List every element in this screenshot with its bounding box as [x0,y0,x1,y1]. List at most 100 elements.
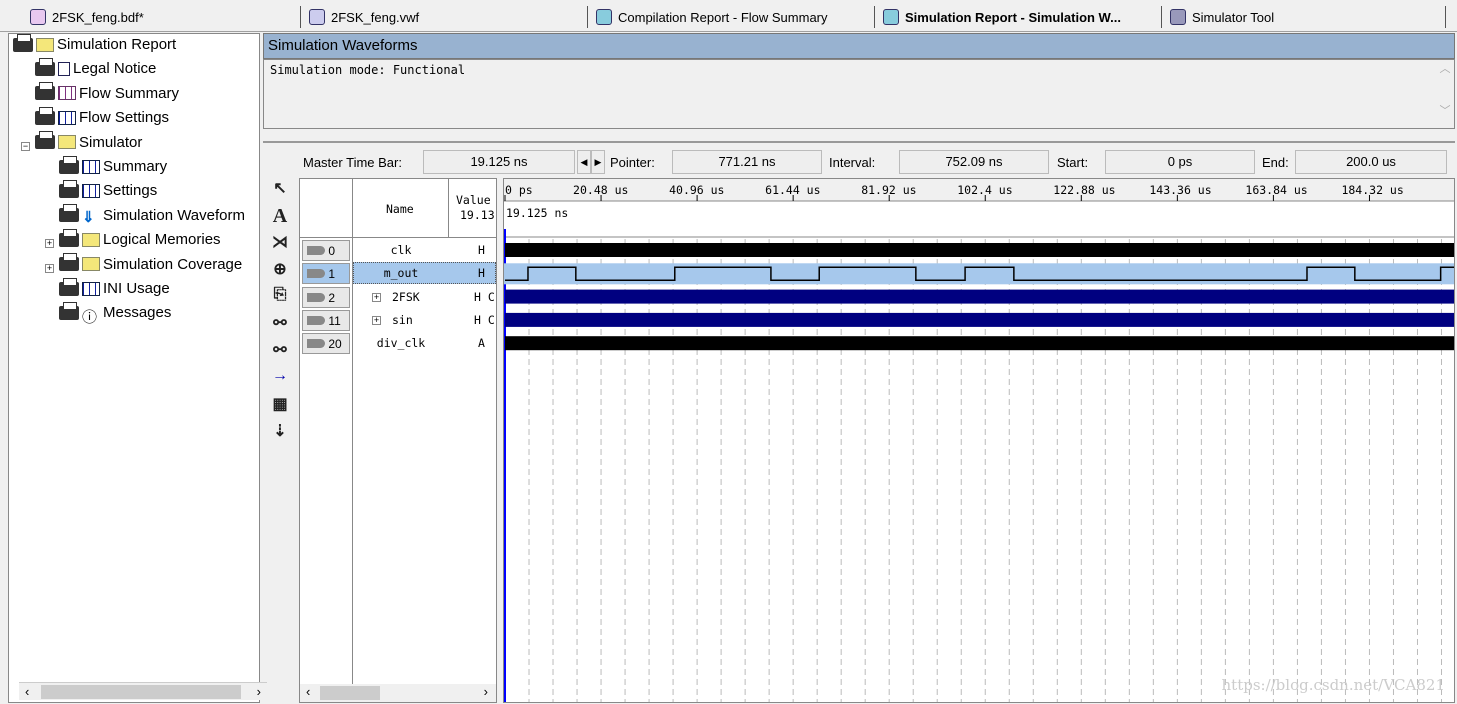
master-time-bar-field[interactable]: 19.125 ns [423,150,575,174]
arrow-right-icon[interactable]: → [272,367,288,384]
vertical-scrollbar[interactable]: ︿ ﹀ [1439,62,1451,117]
input-pin-icon [307,246,325,255]
tree-item-label: Simulation Coverage [103,255,243,273]
expand-icon[interactable]: + [45,262,54,273]
signal-row[interactable]: 11 + sin H C [300,309,496,332]
table-icon [82,281,100,296]
tree-item-flow-settings[interactable]: Flow Settings [35,106,169,126]
tree-item-label: INI Usage [103,280,170,297]
signal-index: 0 [328,244,336,258]
tree-item-simulation-waveform[interactable]: ⇓ Simulation Waveform [59,204,245,227]
value-column-header[interactable]: Value [456,193,491,207]
axis-tick-label: 0 ps [505,183,533,197]
scroll-left-icon[interactable]: ‹ [306,684,311,699]
report-icon [596,9,612,25]
tab-bdf[interactable]: 2FSK_feng.bdf* [22,6,144,28]
axis-tick-label: 102.4 us [957,183,1012,197]
tree-item-simulation-report[interactable]: Simulation Report [13,33,177,53]
tree-item-label: Flow Summary [79,84,180,102]
signal-value: H C [474,289,495,304]
tree-item-simulator[interactable]: Simulator [35,131,142,151]
sort-icon[interactable]: ⇣ [273,423,287,440]
report-icon [59,228,79,247]
group-icon[interactable]: ▦ [272,396,288,413]
tab-label: 2FSK_feng.vwf [331,9,420,25]
scroll-right-icon[interactable]: › [483,684,488,699]
waveform-canvas[interactable]: 0 ps 20.48 us 40.96 us 61.44 us 81.92 us 102.… [504,179,1455,703]
scroll-thumb[interactable] [41,685,241,699]
tab-label: Compilation Report - Flow Summary [618,9,828,25]
expand-icon[interactable]: + [372,314,381,325]
copy-icon[interactable]: ⎘ [273,286,287,303]
axis-tick-label: 163.84 us [1245,183,1307,197]
report-icon [35,106,55,125]
axis-tick-label: 40.96 us [669,183,724,197]
signal-value: H C [474,312,495,327]
tree-item-flow-summary[interactable]: Flow Summary [35,82,180,102]
cursor-label: 19.125 ns [506,206,568,220]
selection-tool-icon[interactable]: ↖ [273,180,287,197]
document-tabs: 2FSK_feng.bdf* 2FSK_feng.vwf Compilation… [0,0,1457,32]
report-icon [59,179,79,198]
signal-row[interactable]: 20 div_clk A [300,332,496,355]
tab-vwf[interactable]: 2FSK_feng.vwf [300,6,419,28]
table-icon [58,86,76,101]
report-icon [35,131,55,150]
report-tree: ‹ › Simulation Report Legal Notice Flow Sum… [8,33,267,703]
waveform-editing-tool-icon[interactable]: ⋊ [272,234,288,251]
tab-compilation-report[interactable]: Compilation Report - Flow Summary [587,6,828,28]
interval-field: 752.09 ns [899,150,1049,174]
signal-index-cell: 2 [302,286,350,308]
waveform-area[interactable]: 0 ps 20.48 us 40.96 us 61.44 us 81.92 us 102.… [503,178,1455,703]
scroll-left-icon[interactable]: ‹ [25,684,30,699]
next-transition-icon[interactable]: ▶ [591,150,605,174]
collapse-icon[interactable]: − [21,140,30,151]
panel-title: Simulation Waveforms [263,33,1455,59]
tree-item-label: Simulation Report [57,36,177,53]
tree-item-simulation-coverage[interactable]: Simulation Coverage [59,253,243,273]
simulation-mode-text: Simulation mode: Functional [270,63,466,77]
tree-item-label: Summary [103,158,168,175]
end-label: End: [1262,155,1289,170]
tree-horizontal-scrollbar[interactable]: ‹ › [19,682,267,700]
folder-icon [58,135,76,150]
scroll-right-icon[interactable]: › [256,684,261,699]
find-icon[interactable]: ⚯ [273,315,287,332]
name-column-header[interactable]: Name [386,202,414,216]
signal-list-scrollbar[interactable]: ‹ › [300,684,496,702]
prev-transition-icon[interactable]: ◀ [577,150,591,174]
signal-index-cell: 20 [302,333,350,355]
waveform-icon: ⇓ [82,209,95,227]
text-tool-icon[interactable]: A [272,205,288,227]
digital-waveform [505,266,1454,282]
signal-index: 20 [328,337,342,352]
zoom-tool-icon[interactable]: ⊕ [273,261,287,278]
tree-item-summary[interactable]: Summary [59,155,168,175]
tree-item-settings[interactable]: Settings [59,179,157,199]
signal-row[interactable]: 1 m_out H [300,262,496,285]
tab-simulator-tool[interactable]: Simulator Tool [1161,6,1446,28]
tab-simulation-report[interactable]: Simulation Report - Simulation W... [874,6,1121,28]
table-icon [82,183,100,198]
simulation-waveforms-panel: Simulation Waveforms Simulation mode: Fu… [263,33,1455,703]
folder-icon [82,232,100,247]
bus-waveform [505,289,1454,304]
expand-icon[interactable]: + [45,238,54,249]
pointer-field: 771.21 ns [672,150,822,174]
signal-name: sin [392,312,413,327]
expand-icon[interactable]: + [372,291,381,302]
find-next-icon[interactable]: ⚯ [273,342,287,359]
tree-item-logical-memories[interactable]: Logical Memories [59,228,221,249]
signal-row[interactable]: 2 +2FSK H C [300,286,496,309]
tree-item-label: Legal Notice [73,60,157,78]
tree-item-label: Logical Memories [103,231,221,249]
signal-index-cell: 1 [302,263,350,285]
report-icon [59,301,79,320]
tree-item-messages[interactable]: ⓘ Messages [59,301,171,326]
scroll-thumb[interactable] [320,686,380,700]
tree-item-ini-usage[interactable]: INI Usage [59,277,170,297]
block-diagram-icon [30,9,46,25]
tree-item-legal-notice[interactable]: Legal Notice [35,57,157,78]
signal-index-cell: 0 [302,240,350,261]
signal-row[interactable]: 0 clk H [300,239,496,262]
